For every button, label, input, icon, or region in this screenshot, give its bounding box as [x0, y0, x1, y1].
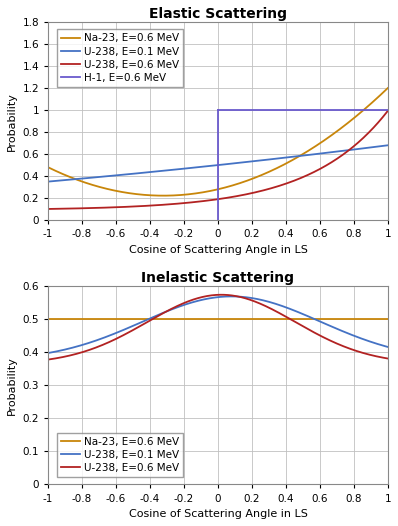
Line: U-238, E=0.1 MeV: U-238, E=0.1 MeV: [48, 296, 388, 353]
U-238, E=0.1 MeV: [46, 178, 51, 185]
U-238, E=0.1 MeV: [46, 350, 51, 356]
U-238, E=0.6 MeV: [246, 296, 251, 302]
U-238, E=0.6 MeV: [133, 203, 138, 209]
U-238, E=0.1 MeV: [302, 311, 307, 318]
U-238, E=0.1 MeV: [106, 173, 111, 179]
Na-23, E=0.6 MeV: [273, 316, 277, 322]
U-238, E=0.6 MeV: [301, 174, 306, 180]
Y-axis label: Probability: Probability: [7, 356, 17, 415]
U-238, E=0.1 MeV: [246, 295, 251, 301]
H-1, E=0.6 MeV: [371, 107, 376, 113]
H-1, E=0.6 MeV: [222, 107, 227, 113]
Na-23, E=0.6 MeV: [246, 316, 251, 322]
Legend: Na-23, E=0.6 MeV, U-238, E=0.1 MeV, U-238, E=0.6 MeV: Na-23, E=0.6 MeV, U-238, E=0.1 MeV, U-23…: [57, 433, 183, 477]
Na-23, E=0.6 MeV: [46, 316, 51, 322]
U-238, E=0.1 MeV: [229, 293, 234, 299]
U-238, E=0.1 MeV: [385, 344, 390, 350]
U-238, E=0.1 MeV: [273, 156, 277, 162]
Title: Inelastic Scattering: Inelastic Scattering: [141, 271, 295, 285]
U-238, E=0.1 MeV: [199, 164, 204, 170]
U-238, E=0.6 MeV: [106, 205, 111, 211]
U-238, E=0.6 MeV: [106, 339, 111, 346]
U-238, E=0.1 MeV: [106, 333, 111, 339]
Na-23, E=0.6 MeV: [385, 316, 390, 322]
U-238, E=0.6 MeV: [273, 184, 277, 190]
Line: U-238, E=0.1 MeV: U-238, E=0.1 MeV: [48, 145, 388, 181]
Na-23, E=0.6 MeV: [133, 191, 138, 197]
Na-23, E=0.6 MeV: [273, 166, 278, 172]
U-238, E=0.6 MeV: [302, 324, 307, 330]
U-238, E=0.6 MeV: [133, 326, 138, 332]
U-238, E=0.6 MeV: [385, 356, 390, 362]
H-1, E=0.6 MeV: [216, 107, 220, 113]
U-238, E=0.1 MeV: [246, 159, 251, 165]
Na-23, E=0.6 MeV: [46, 164, 51, 170]
U-238, E=0.6 MeV: [46, 206, 51, 212]
U-238, E=0.1 MeV: [385, 142, 390, 148]
Legend: Na-23, E=0.6 MeV, U-238, E=0.1 MeV, U-238, E=0.6 MeV, H-1, E=0.6 MeV: Na-23, E=0.6 MeV, U-238, E=0.1 MeV, U-23…: [57, 29, 183, 87]
Na-23, E=0.6 MeV: [385, 85, 390, 91]
U-238, E=0.6 MeV: [273, 308, 278, 314]
H-1, E=0.6 MeV: [226, 107, 230, 113]
Na-23, E=0.6 MeV: [199, 316, 204, 322]
Na-23, E=0.6 MeV: [302, 150, 307, 156]
Line: U-238, E=0.6 MeV: U-238, E=0.6 MeV: [48, 295, 388, 360]
U-238, E=0.1 MeV: [199, 297, 204, 303]
Line: Na-23, E=0.6 MeV: Na-23, E=0.6 MeV: [48, 88, 388, 196]
Na-23, E=0.6 MeV: [106, 186, 111, 193]
H-1, E=0.6 MeV: [261, 107, 265, 113]
U-238, E=0.1 MeV: [133, 321, 138, 328]
U-238, E=0.1 MeV: [301, 153, 306, 159]
Na-23, E=0.6 MeV: [246, 177, 251, 183]
Title: Elastic Scattering: Elastic Scattering: [149, 7, 287, 21]
Y-axis label: Probability: Probability: [7, 92, 17, 150]
Na-23, E=0.6 MeV: [301, 316, 306, 322]
Line: U-238, E=0.6 MeV: U-238, E=0.6 MeV: [48, 111, 388, 209]
H-1, E=0.6 MeV: [377, 107, 382, 113]
U-238, E=0.6 MeV: [46, 357, 51, 363]
Na-23, E=0.6 MeV: [133, 316, 138, 322]
H-1, E=0.6 MeV: [385, 107, 390, 113]
Na-23, E=0.6 MeV: [161, 193, 166, 199]
U-238, E=0.6 MeV: [246, 191, 251, 197]
Na-23, E=0.6 MeV: [200, 189, 205, 196]
U-238, E=0.6 MeV: [385, 108, 390, 114]
H-1, E=0.6 MeV: [247, 107, 252, 113]
Na-23, E=0.6 MeV: [106, 316, 111, 322]
X-axis label: Cosine of Scattering Angle in LS: Cosine of Scattering Angle in LS: [129, 245, 307, 255]
U-238, E=0.6 MeV: [199, 294, 204, 300]
U-238, E=0.6 MeV: [219, 291, 223, 298]
U-238, E=0.1 MeV: [133, 170, 138, 177]
U-238, E=0.6 MeV: [199, 198, 204, 205]
X-axis label: Cosine of Scattering Angle in LS: Cosine of Scattering Angle in LS: [129, 509, 307, 519]
U-238, E=0.1 MeV: [273, 301, 278, 307]
